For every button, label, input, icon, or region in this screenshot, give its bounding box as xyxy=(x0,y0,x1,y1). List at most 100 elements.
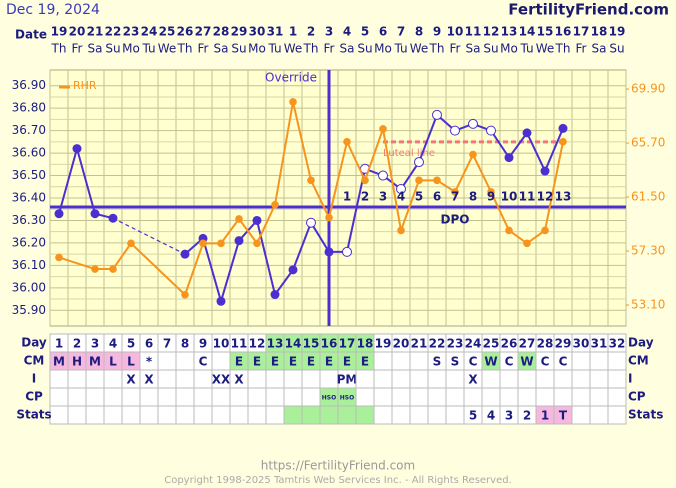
table-cell xyxy=(175,405,195,425)
override-label: Override xyxy=(265,71,317,85)
data-point xyxy=(91,265,99,273)
weekday-label: Tu xyxy=(393,42,407,56)
data-point xyxy=(540,166,550,176)
row-label-right: Day xyxy=(628,336,654,350)
data-point xyxy=(253,239,261,248)
date-label: 29 xyxy=(231,25,248,39)
weekday-label: Sa xyxy=(340,42,355,56)
data-point xyxy=(271,200,279,209)
data-point xyxy=(397,226,405,235)
table-cell-text: S xyxy=(433,355,442,369)
series-segment xyxy=(256,204,276,244)
dpo-number: 7 xyxy=(451,189,459,203)
table-cell xyxy=(589,351,609,371)
table-cell xyxy=(355,405,375,425)
table-cell-text: HSO xyxy=(322,395,336,402)
table-cell xyxy=(553,387,573,407)
table-cell xyxy=(211,387,231,407)
table-cell xyxy=(589,387,609,407)
data-point xyxy=(307,176,315,185)
row-label-right: CM xyxy=(628,354,649,368)
table-cell xyxy=(355,369,375,389)
table-cell-text: E xyxy=(361,355,369,369)
weekday-label: Fr xyxy=(576,42,587,56)
table-cell-text: C xyxy=(469,355,478,369)
series-segment xyxy=(490,130,510,159)
series-segment xyxy=(544,141,564,231)
date-label: 13 xyxy=(501,25,518,39)
series-segment xyxy=(76,148,96,214)
data-point xyxy=(522,128,532,138)
table-cell xyxy=(373,405,393,425)
table-cell xyxy=(229,405,249,425)
weekday-label: Fr xyxy=(198,42,209,56)
table-cell-text: 11 xyxy=(231,337,248,351)
table-cell-text: 8 xyxy=(181,337,189,351)
weekday-label: Su xyxy=(483,42,498,56)
series-segment xyxy=(292,101,312,181)
table-cell-text: L xyxy=(109,355,117,369)
dpo-number: 12 xyxy=(537,189,554,203)
y2-tick-label: 69.90 xyxy=(631,82,665,96)
table-cell xyxy=(85,369,105,389)
table-cell xyxy=(301,387,321,407)
data-point xyxy=(414,157,424,168)
table-cell-text: 27 xyxy=(519,337,536,351)
table-cell xyxy=(157,405,177,425)
dpo-number: 9 xyxy=(487,189,495,203)
y-tick-label: 36.00 xyxy=(12,280,46,294)
series-segment xyxy=(274,101,294,205)
weekday-label: We xyxy=(284,42,303,56)
dpo-number: 2 xyxy=(361,189,369,203)
table-cell xyxy=(607,405,627,425)
table-cell xyxy=(301,369,321,389)
data-point xyxy=(505,226,513,235)
date-label: 26 xyxy=(177,25,194,39)
date-label: 19 xyxy=(51,25,68,39)
table-cell-text: E xyxy=(235,355,243,369)
row-label: I xyxy=(32,372,36,386)
series-segment xyxy=(184,242,204,296)
table-cell-text: L xyxy=(127,355,135,369)
data-point xyxy=(342,246,352,257)
table-cell-text: 21 xyxy=(411,337,428,351)
table-cell xyxy=(67,387,87,407)
table-cell-text: 16 xyxy=(321,337,338,351)
table-cell xyxy=(139,387,159,407)
series-segment xyxy=(526,132,546,172)
table-cell xyxy=(85,405,105,425)
data-point xyxy=(378,170,388,181)
date-label: 20 xyxy=(69,25,86,39)
table-cell-text: 28 xyxy=(537,337,554,351)
date-label: 16 xyxy=(555,25,572,39)
weekday-label: Th xyxy=(51,42,67,56)
series-segment xyxy=(472,154,492,193)
date-label: 1 xyxy=(289,25,297,39)
table-cell xyxy=(49,369,69,389)
data-point xyxy=(432,109,442,120)
series-segment xyxy=(202,238,222,302)
date-label: 3 xyxy=(325,25,333,39)
table-cell-text: X xyxy=(234,373,244,387)
table-cell-text: E xyxy=(307,355,315,369)
data-point xyxy=(468,118,478,129)
data-point xyxy=(54,209,64,219)
row-label: Date xyxy=(15,28,47,42)
weekday-label: Mo xyxy=(500,42,518,56)
data-point xyxy=(234,236,244,246)
table-cell xyxy=(391,387,411,407)
table-cell-text: 5 xyxy=(127,337,135,351)
data-point xyxy=(451,188,459,196)
series-segment xyxy=(220,240,240,302)
data-point xyxy=(199,239,207,248)
table-cell xyxy=(427,369,447,389)
table-cell xyxy=(265,369,285,389)
table-cell xyxy=(49,387,69,407)
table-cell xyxy=(607,351,627,371)
table-cell-text: 14 xyxy=(285,337,302,351)
table-cell-text: 4 xyxy=(487,409,495,423)
date-label: 6 xyxy=(379,25,387,39)
table-cell-text: C xyxy=(505,355,514,369)
weekday-label: Sa xyxy=(592,42,607,56)
table-cell-text: HSO xyxy=(340,395,354,402)
